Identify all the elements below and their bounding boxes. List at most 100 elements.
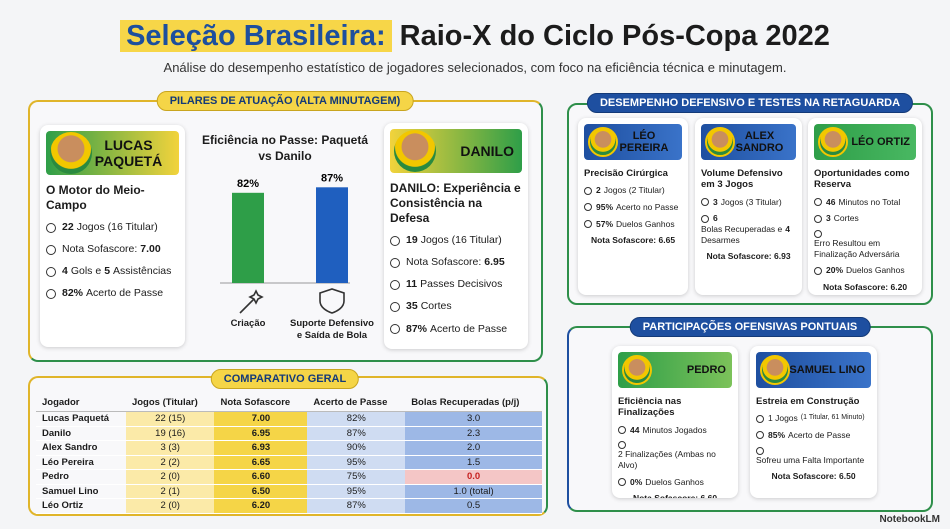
stat-item: 4 Gols e 5 Assistências [46,265,179,278]
stat-item: 2 Finalizações (Ambas no Alvo) [618,441,732,470]
stat-text: Erro Resultou em Finalização Adversária [814,238,900,259]
stat-icon [584,186,592,195]
table-cell: Léo Ortiz [36,498,126,514]
card-subtitle: Eficiência nas Finalizações [618,396,682,419]
player-banner: SAMUEL LINO [756,352,871,388]
table-cell: 6.50 [214,484,308,499]
title-rest: Raio-X do Ciclo Pós-Copa 2022 [399,20,830,52]
column-header: Jogador [36,393,126,412]
stat-text: Jogos (16 Titular) [76,221,158,233]
stat-text: 2 Finalizações (Ambas no Alvo) [618,449,716,471]
stat-text: Cortes [420,300,452,313]
table-cell: 6.65 [214,455,308,470]
stat-text: Assistências [113,265,172,278]
stat-item: 82% Acerto de Passe [46,287,179,300]
stat-text: 19 [406,234,418,246]
table-row: Léo Pereira 2 (2) 6.65 95% 1.5 [36,455,542,470]
card-rating: Nota Sofascore: 6.20 [822,281,908,292]
stat-icon [46,288,56,299]
stat-text: 20% [826,265,844,276]
player-name: LÉO PEREIRA [619,130,669,154]
stat-text: Desarmes [701,234,740,245]
stat-icon [390,324,400,335]
stat-text: Nota Sofascore: [406,256,482,269]
player-card: LUCAS PAQUETÁ O Motor do Meio-Campo 22 Jogo… [40,125,185,347]
stat-text: 2 [596,185,601,196]
stat-text: 22 [62,221,74,233]
stat-item: 3 Jogos (3 Titular) [701,197,796,208]
stat-icon [701,214,709,223]
stat-icon [390,301,400,312]
table-cell: 95% [307,484,406,499]
player-name: DANILO [460,143,514,159]
pillars-title: PILARES DE ATUAÇÃO (ALTA MINUTAGEM) [156,91,414,111]
table-cell: 90% [307,440,406,456]
stat-icon [701,198,709,207]
table-cell: 95% [307,455,406,470]
player-banner: LUCAS PAQUETÁ [46,131,179,175]
stat-icon [618,477,626,486]
table-cell: Léo Pereira [36,455,126,470]
table-cell: 6.93 [214,440,308,456]
stat-icon [584,203,592,212]
stat-icon [756,431,764,440]
table-cell: 2 (0) [125,498,215,514]
table-title: COMPARATIVO GERAL [210,369,360,389]
stat-icon [390,235,400,246]
table-cell: Alex Sandro [36,440,126,456]
bar [316,187,348,283]
card-subtitle: Oportunidades como Reserva [814,168,910,191]
table-row: Samuel Lino 2 (1) 6.50 95% 1.0 (total) [36,484,542,499]
table-cell: 0.5 [405,498,542,514]
stat-text: Minutos no Total [838,196,901,207]
stat-icon [814,214,822,223]
stat-text: 11 [406,278,418,291]
stat-item: 3 Cortes [814,213,916,224]
table-cell: 6.95 [214,426,308,441]
stat-item: 11 Passes Decisivos [390,278,522,291]
table-cell: 87% [307,498,406,514]
stat-text: Passes Decisivos [420,278,503,291]
table-row: Lucas Paquetá 22 (15) 7.00 82% 3.0 [36,411,542,427]
subtitle: Análise do desempenho estatístico de jog… [163,60,787,75]
player-card: LÉO ORTIZ Oportunidades como Reserva 46 Min… [808,118,922,295]
title: Seleção Brasileira: Raio-X do Ciclo Pós-… [0,20,950,53]
table-cell: Lucas Paquetá [36,411,126,427]
comparison-table: Jogador Jogos (Titular) Nota Sofascore Acer… [36,393,542,514]
table-cell: Danilo [36,426,126,441]
stat-text: Acerto no Passe [616,202,679,213]
player-avatar [760,355,790,385]
player-card: PEDRO Eficiência nas Finalizações 44 Minuto… [612,346,738,498]
stat-item: 35 Cortes [390,300,522,313]
table-cell: Pedro [36,469,126,485]
stat-text: 57% [596,218,614,229]
stat-text: 87% [406,322,428,335]
stat-text: 82% [62,287,84,300]
table-row: Pedro 2 (0) 6.60 75% 0.0 [36,469,542,485]
stat-item: 85% Acerto de Passe [756,430,871,441]
player-card: LÉO PEREIRA Precisão Cirúrgica 2 Jogos (2 T… [578,118,688,295]
stat-icon [46,266,56,277]
player-avatar [705,127,735,157]
stat-icon [814,230,822,239]
stat-item: Nota Sofascore: 7.00 [46,243,179,256]
stat-text: Acerto de Passe [430,322,508,335]
offense-title: PARTICIPAÇÕES OFENSIVAS PONTUAIS [629,317,871,337]
category-label: Suporte Defensivo e Saída de Bola [290,318,374,341]
player-avatar [818,127,848,157]
stat-text: Bolas Recuperadas e [701,224,783,235]
stat-text: 3 [713,196,718,207]
stat-icon [618,441,626,450]
table-row: Léo Ortiz 2 (0) 6.20 87% 0.5 [36,498,542,514]
stat-item: 2 Jogos (2 Titular) [584,185,682,196]
table-cell: 82% [307,411,406,427]
column-header: Acerto de Passe [307,393,406,412]
stat-icon [756,446,764,455]
bar-value-label: 82% [237,178,259,190]
stat-text: (1 Titular, 61 Minuto) [800,414,865,422]
table-cell: 87% [307,426,406,441]
stat-item: 1 Jogos (1 Titular, 61 Minuto) [756,413,871,424]
card-rating: Nota Sofascore: 6.65 [590,235,676,246]
stat-text: Gols e [70,265,102,278]
stat-text: Jogos (3 Titular) [720,196,782,207]
